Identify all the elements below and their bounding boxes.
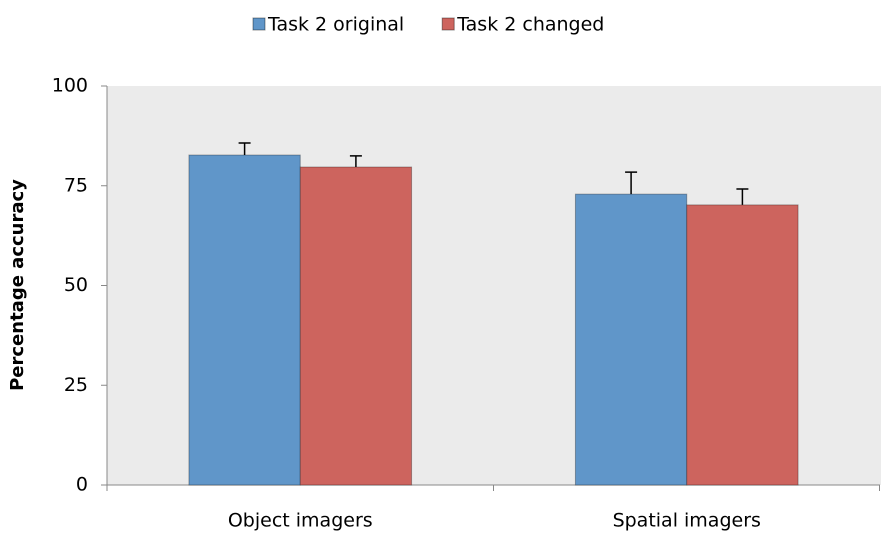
- error-bar: [625, 171, 638, 195]
- error-bar: [736, 188, 749, 205]
- y-tick-label: 0: [76, 474, 88, 496]
- bar: [686, 204, 799, 486]
- error-bar: [238, 142, 251, 156]
- legend-swatch: [252, 17, 266, 31]
- y-tick-label: 75: [64, 174, 88, 196]
- bar: [188, 154, 301, 486]
- bar: [299, 166, 413, 486]
- bar: [574, 193, 688, 486]
- y-tick-label: 50: [64, 274, 88, 296]
- legend-label: Task 2 changed: [456, 14, 604, 36]
- x-tick-label: Spatial imagers: [613, 510, 761, 532]
- y-tick-label: 25: [64, 374, 88, 396]
- error-bar: [349, 155, 362, 167]
- legend-swatch: [441, 17, 455, 31]
- y-axis-label: Percentage accuracy: [7, 179, 28, 391]
- x-tick-label: Object imagers: [228, 510, 373, 532]
- y-tick-label: 100: [52, 75, 88, 97]
- legend-label: Task 2 original: [267, 14, 404, 36]
